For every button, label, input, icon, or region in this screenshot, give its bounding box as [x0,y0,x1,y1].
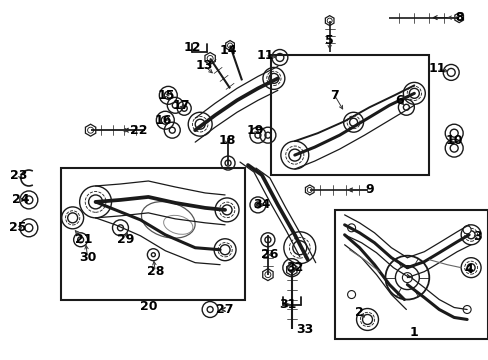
Text: 31: 31 [279,298,296,311]
Text: 1: 1 [409,326,418,339]
Text: 24: 24 [12,193,30,206]
Text: 17: 17 [172,99,190,112]
Text: 20: 20 [140,300,157,313]
Text: 16: 16 [154,114,172,127]
Text: 21: 21 [75,233,92,246]
Text: 15: 15 [157,89,175,102]
Text: 28: 28 [146,265,163,278]
Text: 7: 7 [329,89,338,102]
Text: 11: 11 [427,62,445,75]
Text: 3: 3 [472,230,480,243]
Text: 33: 33 [296,323,313,336]
Text: 23: 23 [10,168,27,181]
Text: 4: 4 [464,263,472,276]
Circle shape [347,291,355,298]
Bar [61,168,244,300]
Text: 13: 13 [195,59,212,72]
Text: 32: 32 [285,261,303,274]
Text: 34: 34 [253,198,270,211]
Text: 11: 11 [256,49,273,62]
Text: 10: 10 [445,134,462,147]
Text: 12: 12 [183,41,201,54]
Text: 8: 8 [454,11,463,24]
Text: 27: 27 [216,303,233,316]
Text: 5: 5 [325,34,333,47]
Text: 30: 30 [79,251,96,264]
Text: 6: 6 [394,94,403,107]
Text: 18: 18 [218,134,235,147]
Text: 9: 9 [365,184,373,197]
Text: 19: 19 [246,124,263,137]
Text: 22: 22 [129,124,147,137]
Circle shape [347,224,355,232]
Text: 14: 14 [219,44,236,57]
Circle shape [462,306,470,314]
Bar [334,210,487,339]
Text: 2: 2 [354,306,363,319]
Text: 29: 29 [117,233,134,246]
Bar [270,55,428,175]
Text: 25: 25 [9,221,26,234]
Text: 26: 26 [261,248,278,261]
Circle shape [462,226,470,234]
